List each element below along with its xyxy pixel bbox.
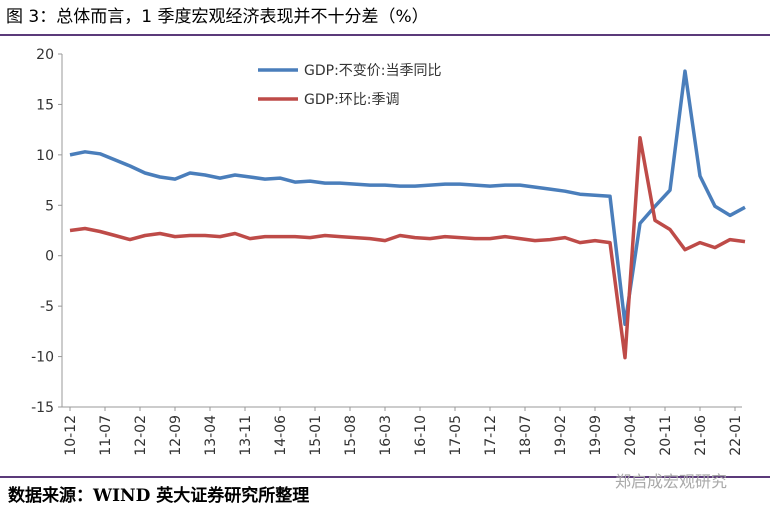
y-tick-label: -15 <box>31 400 54 416</box>
x-tick-label: 22-01 <box>728 415 744 456</box>
x-tick-label: 16-03 <box>378 415 394 456</box>
series-line <box>69 69 746 327</box>
y-tick-label: -5 <box>40 299 54 315</box>
y-tick-label: 0 <box>45 249 54 265</box>
x-tick-label: 13-11 <box>238 415 254 456</box>
x-tick-label: 19-02 <box>553 415 569 456</box>
x-tick-label: 14-06 <box>273 415 289 456</box>
source: 数据来源：WIND 英大证券研究所整理 <box>8 485 309 506</box>
y-tick-label: 10 <box>36 148 54 164</box>
y-tick-label: 15 <box>36 97 54 113</box>
x-tick-label: 11-07 <box>98 415 114 456</box>
x-tick-label: 15-08 <box>343 415 359 456</box>
x-tick-label: 20-04 <box>623 415 639 456</box>
y-tick-label: -10 <box>31 350 54 366</box>
x-tick-label: 12-09 <box>168 415 184 456</box>
x-tick-label: 21-06 <box>693 415 709 456</box>
x-tick-label: 10-12 <box>63 415 79 456</box>
x-tick-label: 13-04 <box>203 415 219 456</box>
x-tick-label: 12-02 <box>133 415 149 456</box>
watermark: 郑启成宏观研究 <box>615 472 727 491</box>
legend-label: GDP:环比:季调 <box>304 92 400 108</box>
x-tick-label: 20-11 <box>658 415 674 456</box>
y-tick-label: 20 <box>36 47 54 63</box>
legend-label: GDP:不变价:当季同比 <box>304 63 442 79</box>
chart-title: 图 3：总体而言，1 季度宏观经济表现并不十分差（%） <box>6 7 429 27</box>
x-tick-label: 17-05 <box>448 415 464 456</box>
y-tick-label: 5 <box>45 198 54 214</box>
x-tick-label: 16-10 <box>413 415 429 456</box>
series-line <box>69 135 746 360</box>
x-tick-label: 19-09 <box>588 415 604 456</box>
x-tick-label: 17-12 <box>483 415 499 456</box>
x-tick-label: 18-07 <box>518 415 534 456</box>
x-tick-label: 15-01 <box>308 415 324 456</box>
